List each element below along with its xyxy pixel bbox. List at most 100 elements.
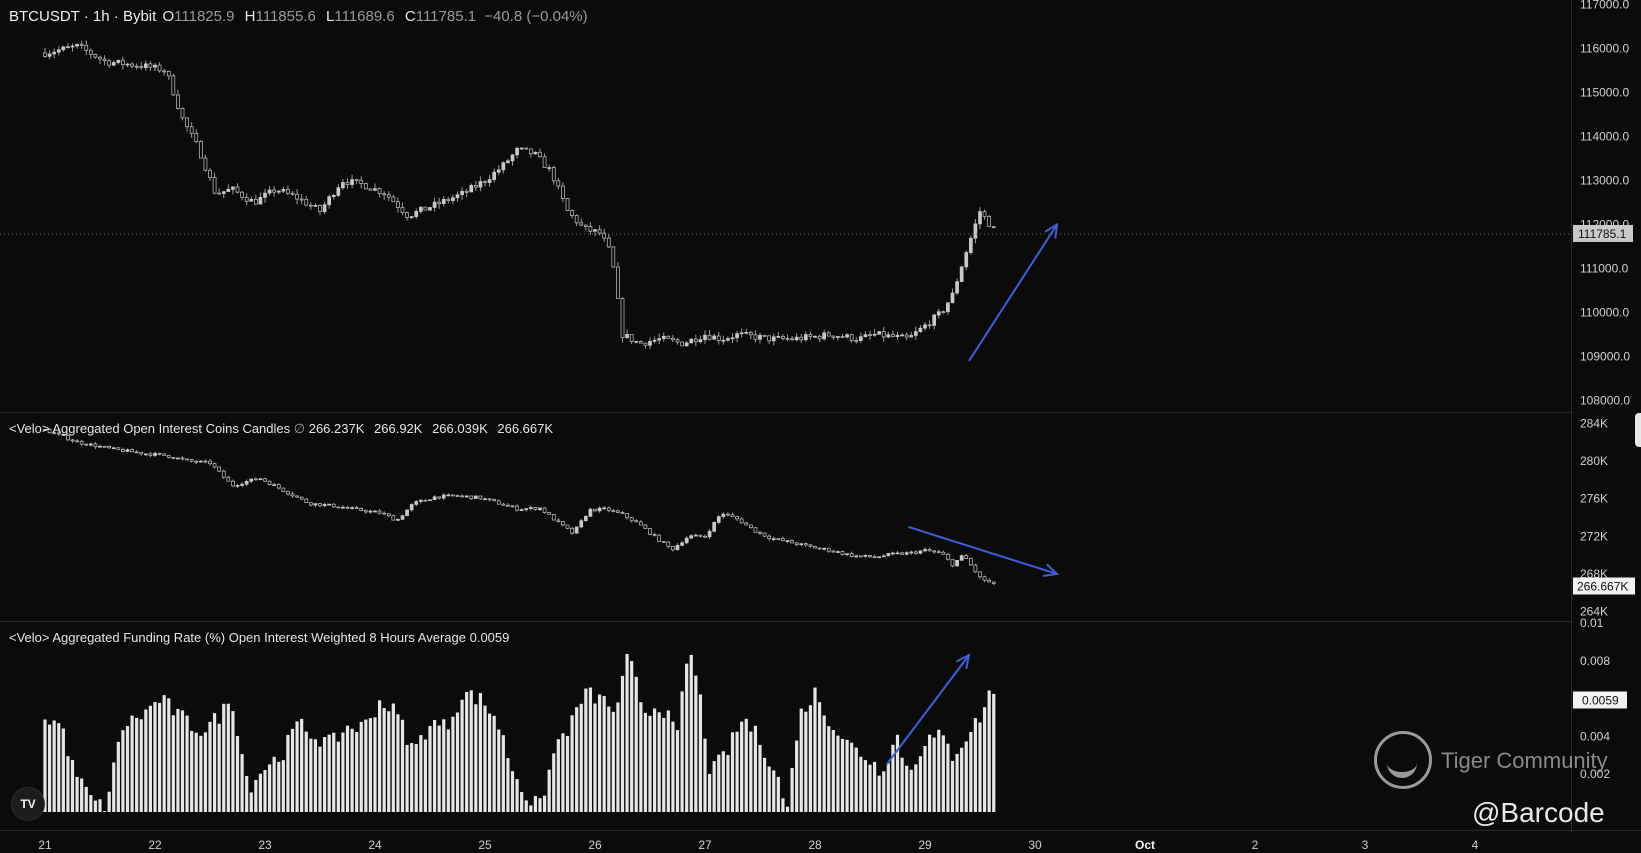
candle-body <box>620 512 625 514</box>
oi-pane-label: <Velo> Aggregated Open Interest Coins Ca… <box>9 421 559 437</box>
x-tick-label-10: Oct <box>1135 838 1155 852</box>
funding-bar <box>185 715 189 812</box>
candle-body <box>634 520 639 523</box>
candle-body <box>927 549 932 552</box>
candle-body <box>134 451 139 454</box>
candle-body <box>363 510 368 513</box>
candle-body <box>671 545 675 551</box>
funding-bar <box>226 703 230 812</box>
candle-body <box>868 334 872 337</box>
candle-body <box>506 160 510 164</box>
funding-bar <box>941 735 945 812</box>
fr-pane-label: <Velo> Aggregated Funding Rate (%) Open … <box>9 630 509 645</box>
candle-body <box>868 555 872 558</box>
candle-body <box>652 533 657 536</box>
candle-body <box>872 333 877 336</box>
funding-bar <box>556 739 560 812</box>
candle-body <box>98 56 102 60</box>
funding-bar <box>199 735 203 812</box>
funding-bar <box>336 741 340 812</box>
funding-bar <box>937 729 941 812</box>
candle-body <box>121 59 125 66</box>
oi-last-tag <box>1573 577 1635 595</box>
candle-body <box>826 547 831 552</box>
y-tick-label-2-3: 0.008 <box>1580 654 1610 668</box>
candle-body <box>629 334 634 342</box>
funding-bar <box>492 715 496 812</box>
funding-bar <box>767 766 771 812</box>
funding-bar <box>570 715 574 812</box>
candle-body <box>373 510 377 513</box>
candle-body <box>625 334 629 338</box>
collapse-pane-handle[interactable] <box>1635 413 1641 447</box>
candle-body <box>327 503 332 506</box>
tradingview-logo[interactable]: TV <box>11 787 45 821</box>
funding-bar <box>776 776 780 812</box>
candle-body <box>263 478 267 482</box>
candle-body <box>130 63 134 67</box>
candle-body <box>189 459 194 462</box>
candle-body <box>492 171 497 180</box>
candle-body <box>102 445 107 448</box>
candle-body <box>588 226 593 232</box>
funding-bar <box>419 735 423 812</box>
funding-bar <box>808 705 813 812</box>
candle-body <box>483 181 487 183</box>
candle-body <box>918 327 923 332</box>
funding-bar <box>973 718 978 812</box>
candle-body <box>350 507 354 509</box>
candle-body <box>299 496 304 500</box>
candle-body <box>735 333 739 339</box>
candle-body <box>698 534 703 537</box>
candle-body <box>923 324 927 329</box>
candle-body <box>139 451 144 455</box>
funding-bar <box>895 734 900 812</box>
candle-body <box>496 500 501 505</box>
candle-body <box>240 483 244 486</box>
candle-body <box>88 443 93 446</box>
funding-bar <box>240 754 244 812</box>
funding-bar <box>781 798 785 812</box>
annotation-arrow-2[interactable] <box>885 654 970 766</box>
candle-body <box>322 504 327 507</box>
candle-body <box>460 191 464 196</box>
price-axis[interactable]: 108000.0109000.0110000.0111000.0112000.0… <box>1573 0 1635 781</box>
candle-body <box>382 512 387 515</box>
funding-bar <box>231 711 235 812</box>
candle-body <box>556 519 561 522</box>
funding-bar <box>799 708 803 812</box>
candle-body <box>803 543 808 546</box>
candle-body <box>455 194 460 199</box>
funding-bar <box>414 743 418 812</box>
funding-bar <box>373 717 377 812</box>
funding-bar <box>98 799 102 812</box>
annotation-arrow-0[interactable] <box>968 223 1058 362</box>
candle-body <box>107 60 112 66</box>
funding-bar <box>662 717 666 812</box>
change-value: −40.8 (−0.04%) <box>484 8 588 25</box>
candle-body <box>345 506 350 509</box>
funding-bar <box>345 725 350 812</box>
annotation-arrow-1[interactable] <box>908 525 1058 575</box>
y-tick-label-1-3: 276K <box>1580 492 1608 506</box>
candle-body <box>762 334 767 337</box>
candle-body <box>66 46 70 49</box>
candle-body <box>176 457 180 460</box>
candle-body <box>451 197 455 201</box>
candle-body <box>93 53 98 58</box>
funding-bar <box>446 729 450 812</box>
candle-body <box>212 176 217 194</box>
high-key: H <box>244 8 256 25</box>
candle-body <box>153 64 157 68</box>
funding-bar <box>749 731 753 812</box>
funding-bar <box>478 693 483 812</box>
candle-body <box>817 335 822 340</box>
funding-bar <box>190 730 194 812</box>
time-axis[interactable]: 21 22 23 24 25 26 27 28 29 30 Oct 2 3 4 <box>38 838 1478 852</box>
candle-body <box>336 506 341 509</box>
funding-bar <box>561 733 565 812</box>
candle-body <box>799 336 804 341</box>
funding-bar <box>180 710 185 812</box>
funding-bar <box>405 744 409 812</box>
